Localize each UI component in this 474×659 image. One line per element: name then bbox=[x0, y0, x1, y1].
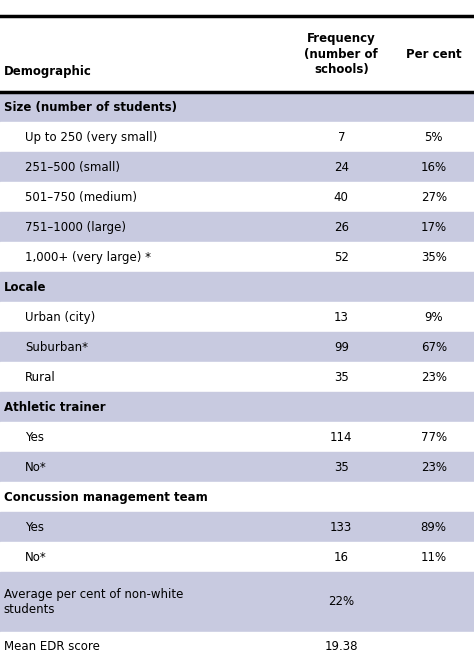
Bar bbox=[0, 362, 474, 392]
Text: No*: No* bbox=[25, 461, 47, 474]
Text: 27%: 27% bbox=[420, 190, 447, 204]
Bar bbox=[0, 632, 474, 659]
Text: 751–1000 (large): 751–1000 (large) bbox=[25, 221, 126, 234]
Text: 24: 24 bbox=[334, 161, 349, 174]
Text: 5%: 5% bbox=[424, 130, 443, 144]
Text: 16%: 16% bbox=[420, 161, 447, 174]
Text: Average per cent of non-white
students: Average per cent of non-white students bbox=[4, 588, 183, 616]
Text: Yes: Yes bbox=[25, 430, 44, 444]
Text: Rural: Rural bbox=[25, 370, 56, 384]
Text: 19.38: 19.38 bbox=[325, 641, 358, 654]
Text: 501–750 (medium): 501–750 (medium) bbox=[25, 190, 137, 204]
Text: 1,000+ (very large) *: 1,000+ (very large) * bbox=[25, 250, 151, 264]
Bar bbox=[0, 123, 474, 152]
Text: 9%: 9% bbox=[424, 310, 443, 324]
Text: 52: 52 bbox=[334, 250, 349, 264]
Bar bbox=[0, 302, 474, 332]
Text: No*: No* bbox=[25, 550, 47, 563]
Bar bbox=[0, 452, 474, 482]
Bar bbox=[0, 392, 474, 422]
Text: 16: 16 bbox=[334, 550, 349, 563]
Text: 13: 13 bbox=[334, 310, 349, 324]
Bar bbox=[0, 542, 474, 572]
Text: 17%: 17% bbox=[420, 221, 447, 234]
Text: 35: 35 bbox=[334, 370, 349, 384]
Text: 23%: 23% bbox=[421, 370, 447, 384]
Text: 35: 35 bbox=[334, 461, 349, 474]
Bar bbox=[0, 332, 474, 362]
Text: 67%: 67% bbox=[420, 341, 447, 354]
Text: 251–500 (small): 251–500 (small) bbox=[25, 161, 120, 174]
Bar bbox=[0, 182, 474, 212]
Text: 7: 7 bbox=[337, 130, 345, 144]
Bar bbox=[0, 212, 474, 242]
Text: 133: 133 bbox=[330, 521, 352, 534]
Bar bbox=[0, 572, 474, 632]
Bar bbox=[0, 482, 474, 512]
Text: Per cent: Per cent bbox=[406, 48, 462, 61]
Text: 40: 40 bbox=[334, 190, 349, 204]
Text: 11%: 11% bbox=[420, 550, 447, 563]
Text: 26: 26 bbox=[334, 221, 349, 234]
Text: 22%: 22% bbox=[328, 596, 355, 608]
Bar bbox=[0, 512, 474, 542]
Text: 35%: 35% bbox=[421, 250, 447, 264]
Text: Urban (city): Urban (city) bbox=[25, 310, 95, 324]
Text: 77%: 77% bbox=[420, 430, 447, 444]
Text: 23%: 23% bbox=[421, 461, 447, 474]
Text: Mean EDR score: Mean EDR score bbox=[4, 641, 100, 654]
Bar bbox=[0, 242, 474, 272]
Bar bbox=[0, 16, 474, 92]
Text: Concussion management team: Concussion management team bbox=[4, 490, 208, 503]
Text: Frequency
(number of
schools): Frequency (number of schools) bbox=[304, 32, 378, 76]
Text: 89%: 89% bbox=[421, 521, 447, 534]
Bar bbox=[0, 272, 474, 302]
Text: Demographic: Demographic bbox=[4, 65, 91, 78]
Text: Suburban*: Suburban* bbox=[25, 341, 88, 354]
Text: Up to 250 (very small): Up to 250 (very small) bbox=[25, 130, 157, 144]
Text: Athletic trainer: Athletic trainer bbox=[4, 401, 105, 414]
Text: Size (number of students): Size (number of students) bbox=[4, 101, 177, 114]
Text: 99: 99 bbox=[334, 341, 349, 354]
Bar bbox=[0, 92, 474, 123]
Text: Locale: Locale bbox=[4, 281, 46, 294]
Text: 114: 114 bbox=[330, 430, 353, 444]
Bar bbox=[0, 422, 474, 452]
Bar bbox=[0, 152, 474, 182]
Text: Yes: Yes bbox=[25, 521, 44, 534]
